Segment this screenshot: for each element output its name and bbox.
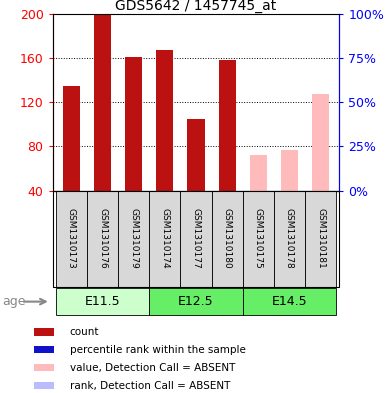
Bar	[63, 86, 80, 191]
Text: E11.5: E11.5	[85, 295, 120, 308]
Text: age: age	[2, 295, 25, 308]
Bar	[305, 191, 336, 287]
Text: rank, Detection Call = ABSENT: rank, Detection Call = ABSENT	[70, 380, 230, 391]
Text: value, Detection Call = ABSENT: value, Detection Call = ABSENT	[70, 363, 235, 373]
Bar	[281, 150, 298, 191]
Bar	[149, 288, 243, 315]
Bar	[94, 14, 111, 191]
Bar	[125, 57, 142, 191]
Bar	[312, 94, 329, 191]
Bar	[56, 191, 87, 287]
Text: GSM1310181: GSM1310181	[316, 208, 325, 269]
Bar	[34, 346, 53, 353]
Text: count: count	[70, 327, 99, 337]
Bar	[188, 119, 204, 191]
Text: GSM1310177: GSM1310177	[191, 208, 200, 269]
Bar	[118, 191, 149, 287]
Text: GSM1310180: GSM1310180	[223, 208, 232, 269]
Text: GSM1310175: GSM1310175	[254, 208, 263, 269]
Bar	[34, 364, 53, 371]
Text: percentile rank within the sample: percentile rank within the sample	[70, 345, 246, 355]
Bar	[243, 191, 274, 287]
Bar	[218, 60, 236, 191]
Text: GSM1310174: GSM1310174	[160, 208, 169, 269]
Bar	[274, 191, 305, 287]
Bar	[34, 382, 53, 389]
Bar	[149, 191, 180, 287]
Bar	[56, 288, 149, 315]
Text: E12.5: E12.5	[178, 295, 214, 308]
Title: GDS5642 / 1457745_at: GDS5642 / 1457745_at	[115, 0, 277, 13]
Text: GSM1310173: GSM1310173	[67, 208, 76, 269]
Bar	[243, 288, 336, 315]
Bar	[250, 155, 267, 191]
Text: GSM1310178: GSM1310178	[285, 208, 294, 269]
Bar	[156, 50, 174, 191]
Bar	[181, 191, 211, 287]
Text: GSM1310176: GSM1310176	[98, 208, 107, 269]
Text: GSM1310179: GSM1310179	[129, 208, 138, 269]
Bar	[212, 191, 243, 287]
Bar	[34, 328, 53, 336]
Text: E14.5: E14.5	[272, 295, 307, 308]
Bar	[87, 191, 118, 287]
